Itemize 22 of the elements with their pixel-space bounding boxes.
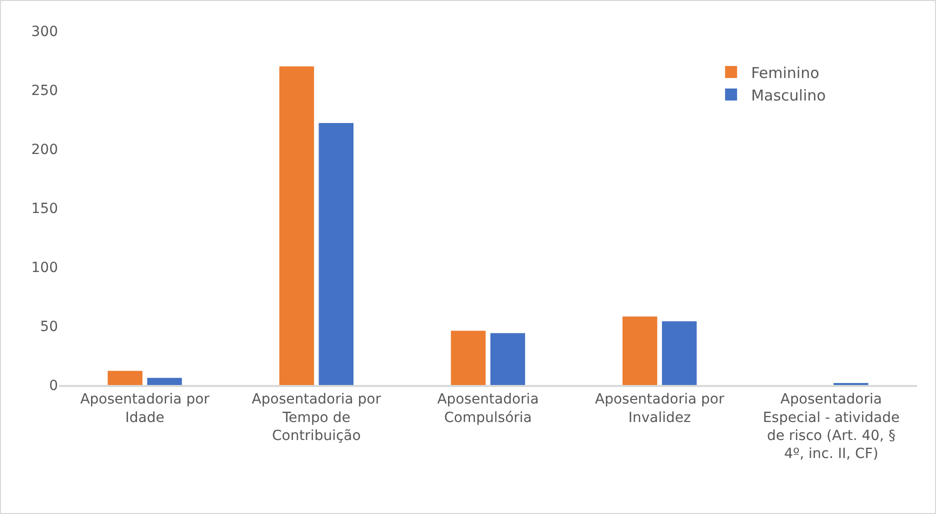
x-tick-label: Aposentadoria por Idade: [80, 392, 210, 426]
bar: [279, 66, 314, 385]
y-tick-label: 50: [40, 318, 58, 335]
y-tick-label: 250: [31, 82, 58, 99]
bar: [147, 378, 182, 385]
x-tick-label: Aposentadoria por Invalidez: [594, 392, 724, 426]
legend-label: Feminino: [751, 64, 820, 82]
bar: [108, 370, 142, 385]
legend-label: Masculino: [751, 86, 826, 104]
bar: [490, 333, 526, 385]
y-tick-label: 0: [49, 378, 58, 394]
y-tick-label: 300: [31, 24, 58, 40]
y-tick-label: 150: [31, 200, 58, 217]
bar: [450, 330, 486, 385]
y-tick-label: 200: [31, 142, 58, 158]
y-tick-label: 100: [31, 260, 58, 276]
x-tick-label: Aposentadoria por Tempo de Contribuição: [252, 392, 382, 444]
bar: [318, 123, 354, 385]
bar: [662, 321, 697, 385]
x-tick-label: Aposentadoria Especial - atividade de risco (Art. 40, § 4º, inc. II, CF): [762, 392, 900, 462]
x-tick-label: Aposentadoria Compulsória: [437, 392, 539, 426]
bar: [622, 316, 658, 385]
